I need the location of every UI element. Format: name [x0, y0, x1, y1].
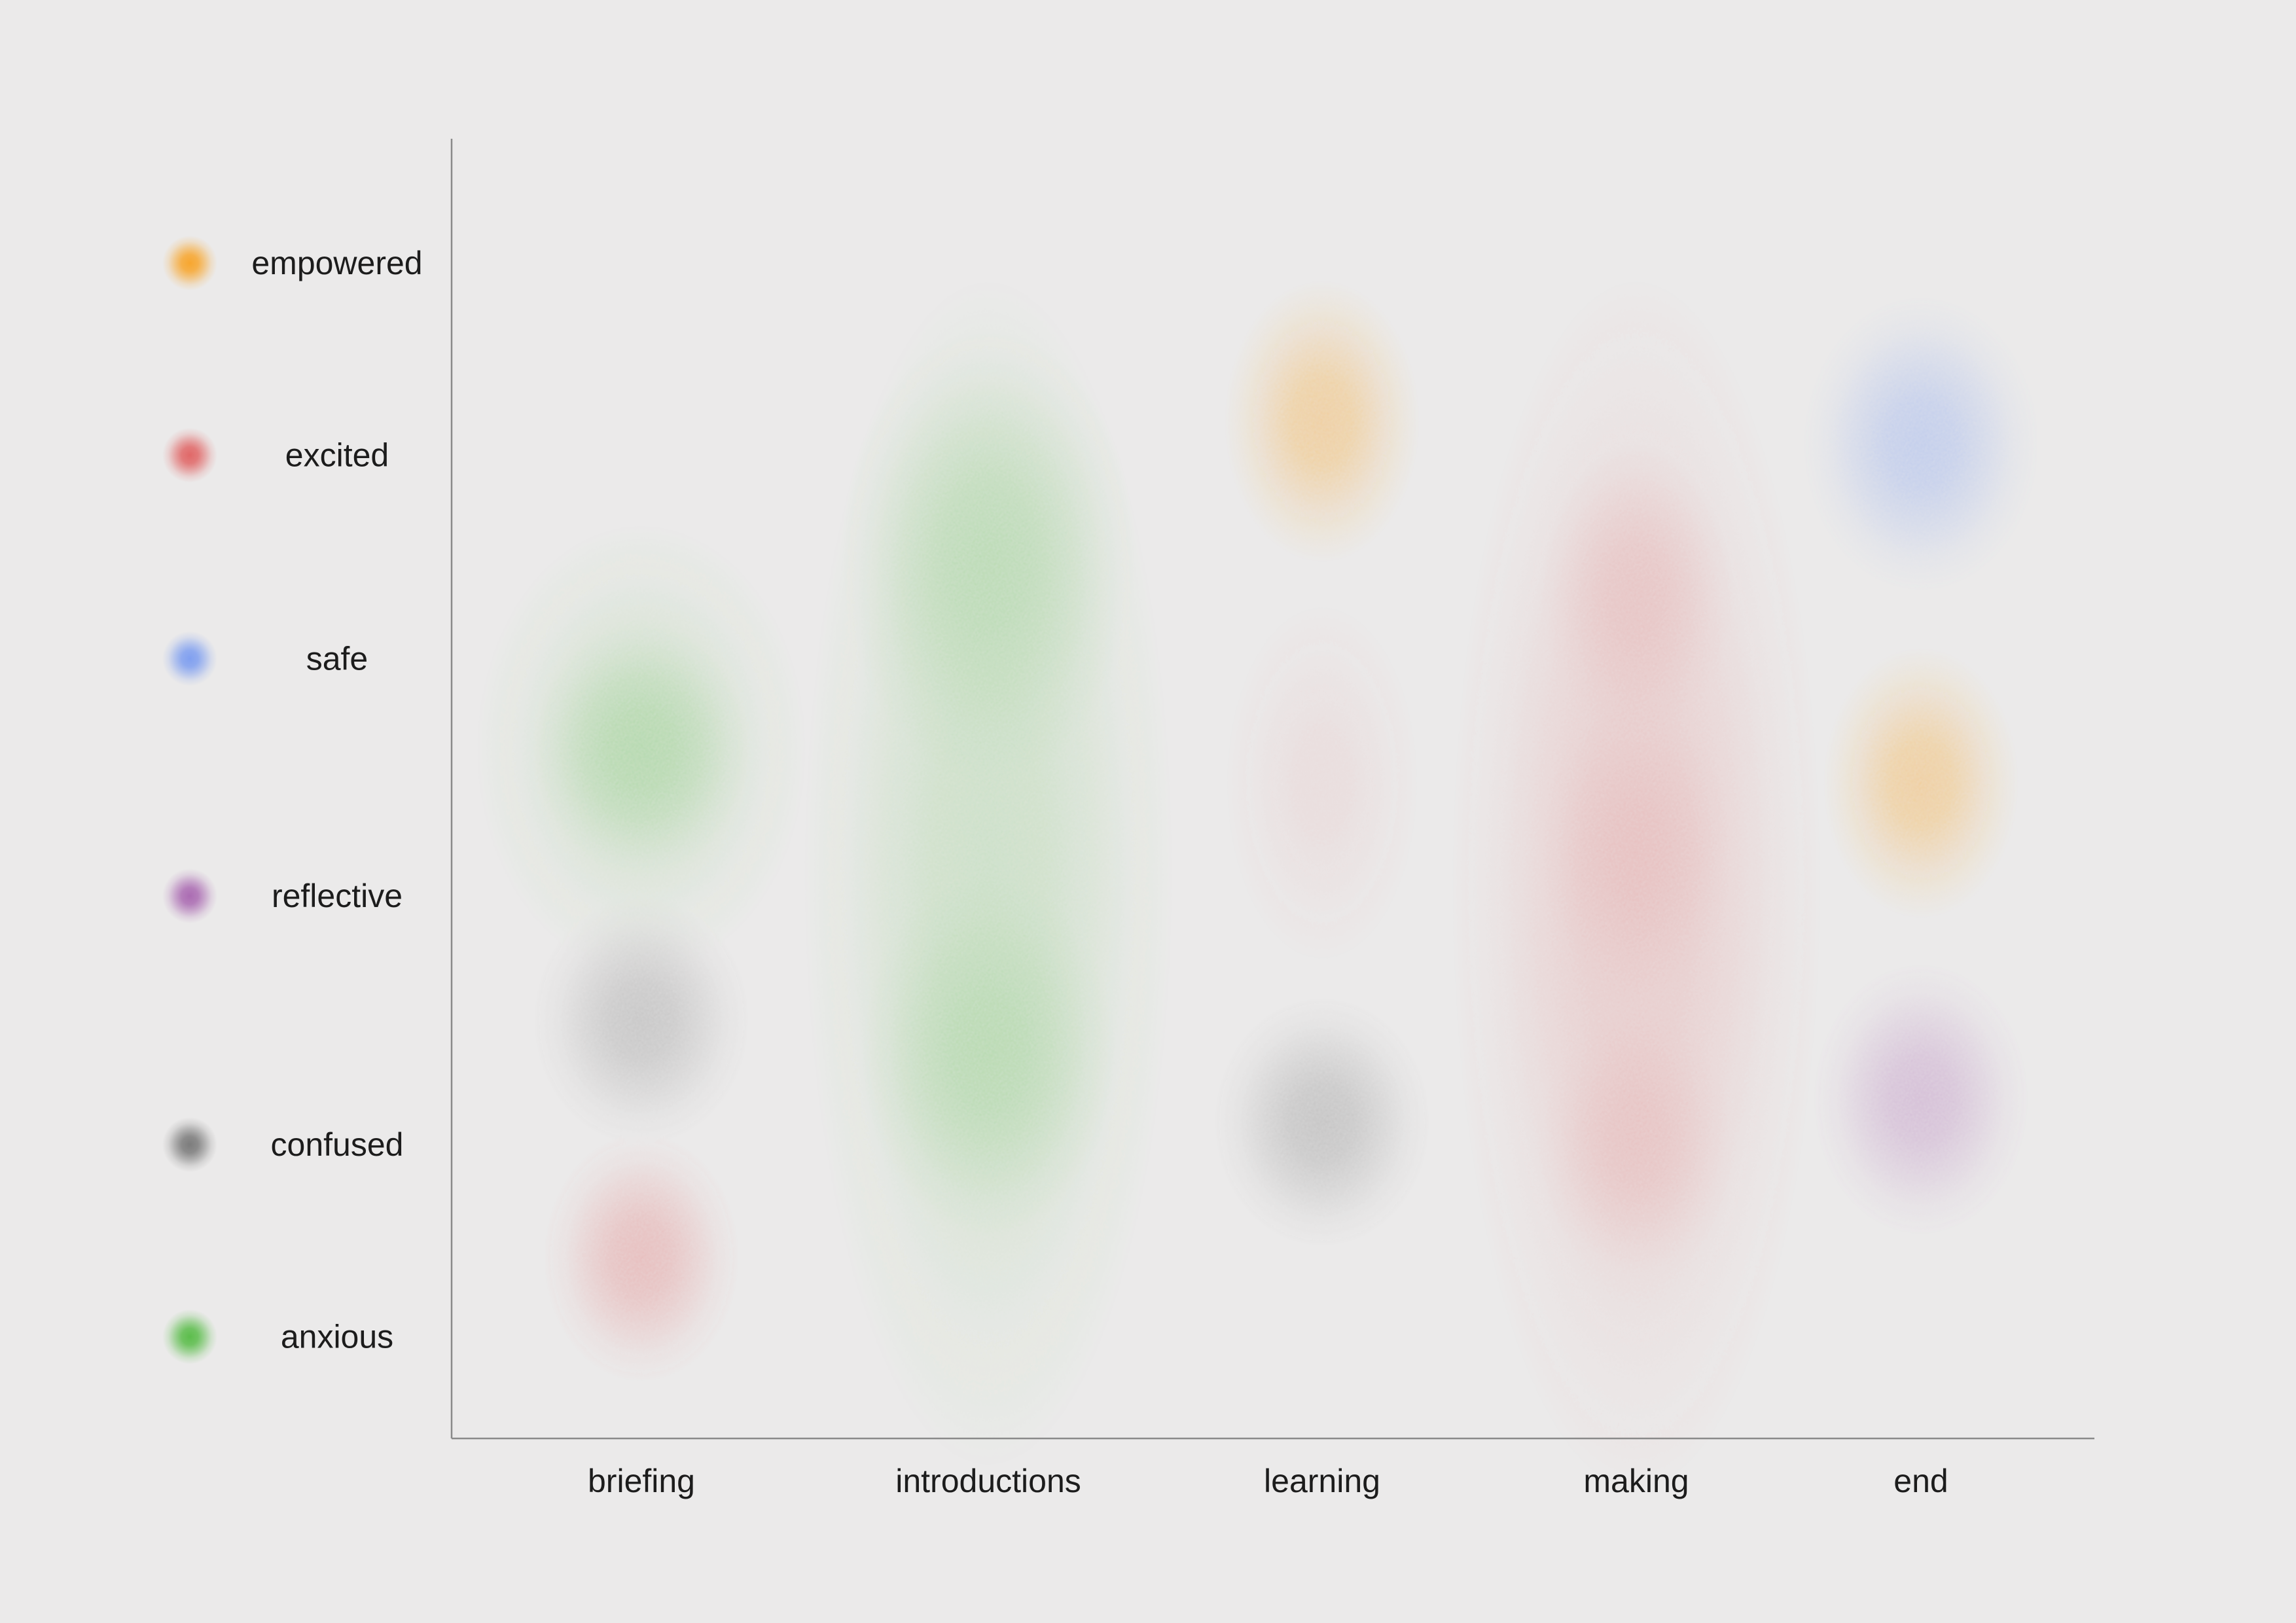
legend-dot-confused [162, 1116, 217, 1172]
x-tick-label-learning: learning [1264, 1463, 1380, 1499]
legend-label-confused: confused [271, 1126, 404, 1163]
blob-introductions-anxious [861, 873, 1116, 1236]
blob-briefing-anxious [533, 624, 749, 874]
legend-label-excited: excited [285, 437, 389, 474]
axes [450, 139, 2094, 1440]
legend-label-empowered: empowered [251, 245, 422, 281]
x-tick-label-end: end [1893, 1463, 1948, 1499]
x-axis-tick-labels: briefing introductions learning making end [588, 1463, 1948, 1499]
blob-learning-confused [1214, 997, 1430, 1247]
blob-end-reflective [1813, 963, 2029, 1236]
blob-making-excited [1538, 1008, 1734, 1281]
blob-making-excited [1538, 444, 1734, 738]
legend-dot-anxious [162, 1309, 217, 1364]
x-tick-label-briefing: briefing [588, 1463, 695, 1499]
legend-label-reflective: reflective [272, 878, 403, 914]
legend-dot-excited [162, 427, 217, 483]
blob-briefing-excited [543, 1133, 740, 1382]
legend-dot-reflective [162, 868, 217, 924]
legend-label-safe: safe [306, 640, 368, 677]
blob-end-safe [1803, 296, 2039, 591]
blob-learning-excited [1224, 602, 1420, 964]
blob-briefing-confused [533, 896, 749, 1145]
legend-label-anxious: anxious [281, 1319, 393, 1355]
blob-introductions-anxious [841, 330, 1136, 783]
blob-making-excited [1538, 704, 1734, 998]
legend-dot-safe [162, 631, 217, 687]
legend: empowered excited safe reflective confused an… [162, 235, 423, 1364]
blob-learning-empowered [1224, 279, 1420, 563]
legend-dot-empowered [162, 235, 217, 291]
blob-end-empowered [1823, 647, 2019, 919]
emotion-blobs [475, 274, 2039, 1495]
x-tick-label-introductions: introductions [895, 1463, 1081, 1499]
x-tick-label-making: making [1583, 1463, 1689, 1499]
